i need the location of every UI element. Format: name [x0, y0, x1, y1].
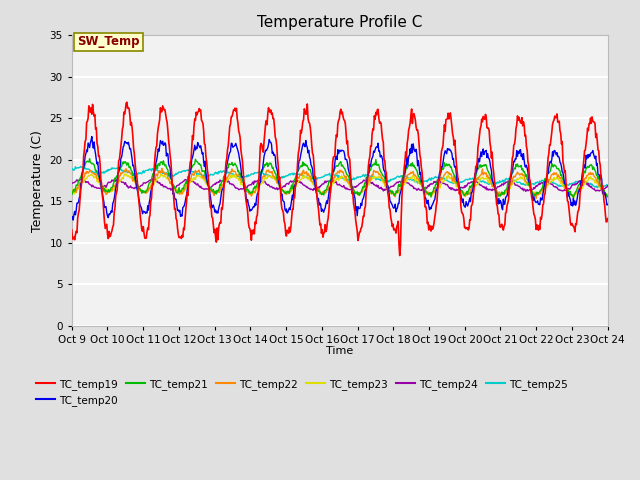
TC_temp25 [68, 167, 76, 173]
TC_temp25 [188, 169, 196, 175]
TC_temp22 [406, 171, 413, 177]
TC_temp19 [216, 219, 224, 225]
TC_temp25 [593, 185, 601, 191]
TC_temp23 [157, 171, 165, 177]
TC_temp24 [216, 177, 224, 183]
TC_temp19 [422, 204, 429, 209]
TC_temp25 [78, 165, 86, 170]
TC_temp19 [123, 99, 131, 105]
TC_temp20 [69, 217, 77, 223]
TC_temp22 [68, 188, 76, 194]
Line: TC_temp22: TC_temp22 [72, 168, 608, 198]
TC_temp20 [88, 134, 96, 140]
TC_temp23 [188, 176, 196, 182]
TC_temp21 [604, 194, 612, 200]
TC_temp20 [78, 171, 86, 177]
TC_temp24 [522, 189, 529, 194]
TC_temp25 [134, 171, 141, 177]
TC_temp24 [421, 185, 429, 191]
TC_temp25 [406, 177, 413, 183]
TC_temp19 [188, 145, 196, 151]
TC_temp25 [77, 164, 84, 169]
TC_temp22 [158, 166, 166, 171]
TC_temp24 [604, 183, 612, 189]
Line: TC_temp25: TC_temp25 [72, 167, 608, 188]
TC_temp21 [134, 181, 141, 187]
TC_temp24 [188, 177, 196, 183]
TC_temp23 [406, 176, 413, 182]
TC_temp22 [604, 193, 612, 199]
TC_temp20 [217, 195, 225, 201]
TC_temp24 [406, 181, 413, 187]
TC_temp21 [77, 172, 85, 178]
TC_temp24 [77, 177, 85, 183]
TC_temp20 [189, 155, 196, 160]
TC_temp21 [188, 165, 196, 170]
Line: TC_temp21: TC_temp21 [72, 159, 608, 197]
TC_temp20 [68, 216, 76, 222]
Line: TC_temp19: TC_temp19 [72, 102, 608, 255]
Line: TC_temp23: TC_temp23 [72, 174, 608, 197]
TC_temp21 [86, 156, 93, 162]
TC_temp25 [216, 168, 224, 174]
TC_temp23 [604, 192, 612, 197]
X-axis label: Time: Time [326, 346, 353, 356]
TC_temp19 [406, 120, 414, 126]
TC_temp19 [68, 227, 76, 233]
TC_temp21 [406, 162, 413, 168]
TC_temp21 [216, 181, 224, 187]
TC_temp22 [188, 171, 196, 177]
TC_temp24 [132, 184, 140, 190]
TC_temp24 [149, 176, 157, 182]
TC_temp23 [570, 194, 578, 200]
TC_temp23 [77, 180, 85, 186]
TC_temp23 [132, 183, 140, 189]
Y-axis label: Temperature (C): Temperature (C) [31, 130, 44, 231]
TC_temp21 [570, 194, 577, 200]
TC_temp23 [421, 189, 429, 195]
Legend: TC_temp19, TC_temp20, TC_temp21, TC_temp22, TC_temp23, TC_temp24, TC_temp25: TC_temp19, TC_temp20, TC_temp21, TC_temp… [32, 374, 572, 410]
TC_temp22 [421, 186, 429, 192]
TC_temp19 [604, 216, 612, 221]
TC_temp25 [604, 182, 612, 188]
Line: TC_temp20: TC_temp20 [72, 137, 608, 220]
TC_temp20 [406, 146, 414, 152]
TC_temp21 [421, 184, 429, 190]
TC_temp19 [134, 179, 141, 185]
TC_temp20 [134, 191, 142, 196]
Title: Temperature Profile C: Temperature Profile C [257, 15, 422, 30]
TC_temp23 [68, 186, 76, 192]
TC_temp25 [421, 178, 429, 184]
TC_temp23 [216, 188, 224, 194]
TC_temp20 [604, 202, 612, 207]
TC_temp22 [77, 181, 85, 187]
Text: SW_Temp: SW_Temp [77, 36, 140, 48]
TC_temp24 [68, 180, 76, 186]
TC_temp22 [532, 195, 540, 201]
TC_temp20 [422, 195, 429, 201]
TC_temp21 [68, 192, 76, 198]
TC_temp19 [77, 182, 85, 188]
TC_temp19 [396, 252, 404, 258]
TC_temp22 [216, 186, 224, 192]
TC_temp22 [132, 182, 140, 188]
Line: TC_temp24: TC_temp24 [72, 179, 608, 192]
